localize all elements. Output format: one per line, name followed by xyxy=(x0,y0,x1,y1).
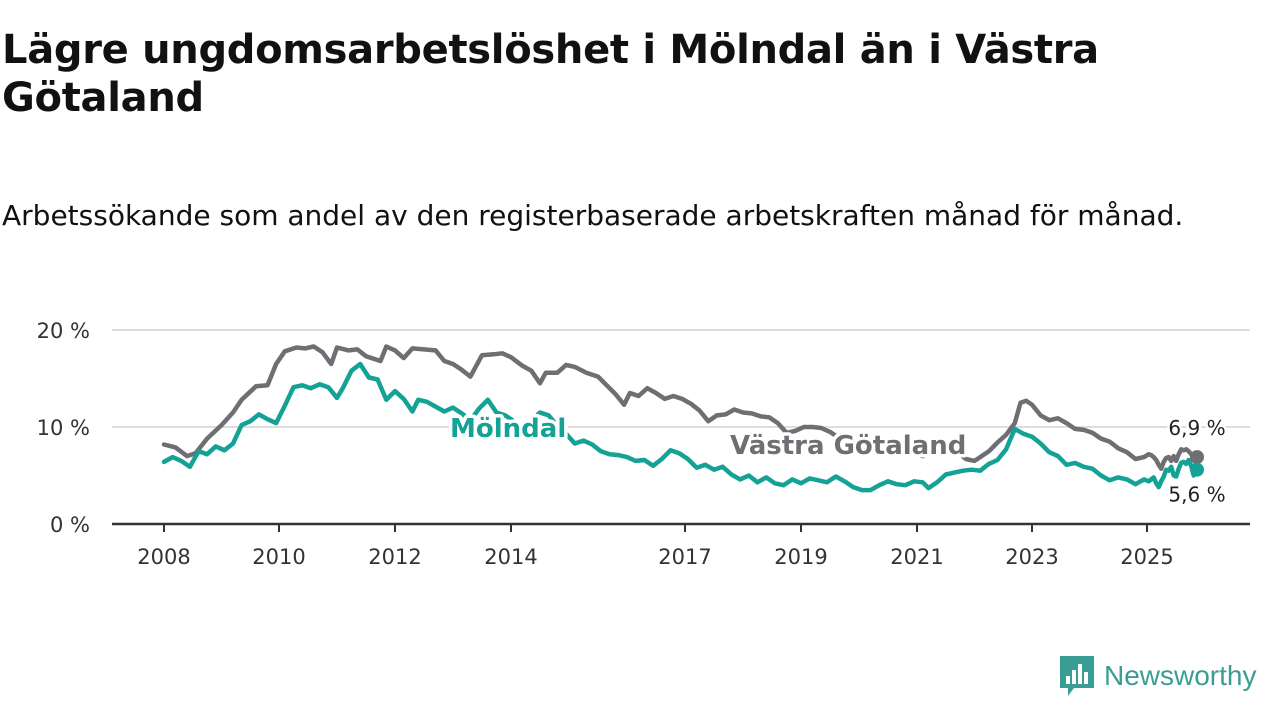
y-tick-label: 0 % xyxy=(50,513,90,537)
y-tick-label: 10 % xyxy=(37,416,90,440)
series-layer xyxy=(161,344,1200,493)
label-layer: 6,9 % 5,6 % Mölndal Västra Götaland xyxy=(447,411,1229,510)
line-chart: 0 % 10 % 20 % 2008 2010 2012 2014 2017 2019 2021 2… xyxy=(37,319,1250,569)
x-tick-label: 2021 xyxy=(890,545,943,569)
end-marker xyxy=(1190,450,1204,465)
x-tick-label: 2014 xyxy=(484,545,537,569)
chart-title: Lägre ungdomsarbetslöshet i Mölndal än i… xyxy=(2,27,1099,121)
x-tick-label: 2010 xyxy=(252,545,305,569)
chart-subtitle: Arbetssökande som andel av den registerb… xyxy=(2,199,1184,232)
brand-logo: Newsworthy xyxy=(1060,655,1256,697)
series-annotation: Mölndal xyxy=(450,414,566,444)
end-value-label: 5,6 % xyxy=(1168,483,1225,507)
end-marker xyxy=(1190,462,1204,477)
x-tick-label: 2023 xyxy=(1005,545,1058,569)
series-line-v-stra-g-taland xyxy=(161,344,1200,471)
series-annotation: Västra Götaland xyxy=(730,431,966,461)
x-tick-label: 2008 xyxy=(137,545,190,569)
y-tick-label: 20 % xyxy=(37,319,90,343)
end-value-label: 6,9 % xyxy=(1168,416,1225,440)
x-tick-label: 2025 xyxy=(1120,545,1173,569)
x-tick-label: 2017 xyxy=(658,545,711,569)
x-tick-label: 2019 xyxy=(774,545,827,569)
x-tick-label: 2012 xyxy=(368,545,421,569)
newsworthy-logo-icon xyxy=(1060,656,1094,696)
grid-layer: 0 % 10 % 20 % 2008 2010 2012 2014 2017 2019 2021 2… xyxy=(37,319,1250,569)
series-line-m-lndal xyxy=(161,361,1200,493)
brand-name: Newsworthy xyxy=(1104,660,1257,691)
